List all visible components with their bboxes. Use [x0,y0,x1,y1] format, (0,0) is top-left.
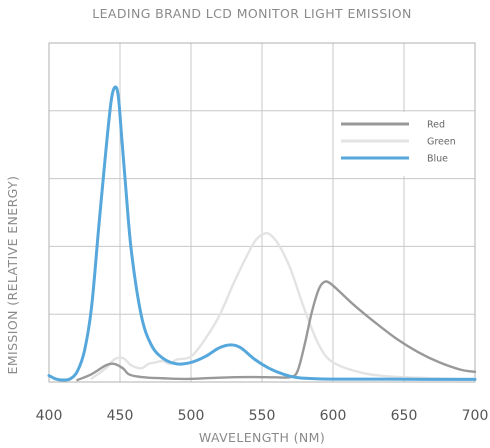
x-tick-label: 600 [320,408,347,424]
series-line-blue [47,85,477,382]
legend: Red Green Blue [337,112,461,176]
legend-label-red: Red [427,120,445,131]
x-tick-label: 550 [249,408,276,424]
legend-label-green: Green [427,137,456,148]
x-tick-label: 450 [107,408,134,424]
x-tick-label: 650 [391,408,418,424]
x-tick-label: 400 [36,408,63,424]
x-tick-label: 700 [462,408,489,424]
legend-label-blue: Blue [427,154,448,165]
chart-title: LEADING BRAND LCD MONITOR LIGHT EMISSION [92,6,412,21]
y-axis-label: EMISSION (RELATIVE ENERGY) [5,176,20,375]
x-axis-label: WAVELENGTH (NM) [199,430,325,445]
series-lines [47,85,477,382]
plot-frame [48,42,476,383]
x-tick-labels: 400 450 500 550 600 650 700 [36,408,489,424]
x-tick-label: 500 [178,408,205,424]
series-line-green [90,231,477,381]
